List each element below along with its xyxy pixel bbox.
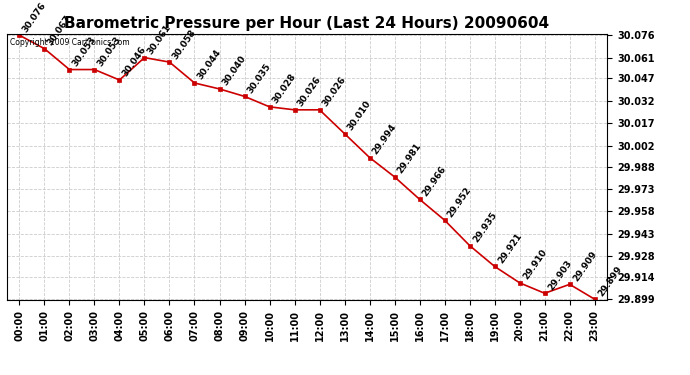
Text: 30.028: 30.028 bbox=[271, 72, 298, 105]
Text: Copyright 2009 Cartronics.com: Copyright 2009 Cartronics.com bbox=[10, 38, 130, 47]
Text: 30.026: 30.026 bbox=[296, 75, 323, 108]
Text: 29.935: 29.935 bbox=[471, 210, 498, 244]
Text: 30.044: 30.044 bbox=[196, 48, 223, 82]
Text: 29.899: 29.899 bbox=[596, 264, 624, 298]
Text: 30.010: 30.010 bbox=[346, 99, 373, 132]
Text: 29.910: 29.910 bbox=[521, 248, 549, 282]
Text: 30.058: 30.058 bbox=[171, 27, 198, 61]
Text: 30.040: 30.040 bbox=[221, 54, 248, 87]
Title: Barometric Pressure per Hour (Last 24 Hours) 20090604: Barometric Pressure per Hour (Last 24 Ho… bbox=[64, 16, 550, 31]
Text: 30.026: 30.026 bbox=[321, 75, 348, 108]
Text: 29.909: 29.909 bbox=[571, 249, 598, 283]
Text: 29.966: 29.966 bbox=[421, 164, 448, 198]
Text: 30.053: 30.053 bbox=[71, 35, 98, 68]
Text: 29.903: 29.903 bbox=[546, 258, 573, 292]
Text: 29.952: 29.952 bbox=[446, 185, 473, 219]
Text: 29.994: 29.994 bbox=[371, 122, 399, 156]
Text: 30.046: 30.046 bbox=[121, 45, 148, 79]
Text: 30.067: 30.067 bbox=[46, 14, 73, 47]
Text: 30.053: 30.053 bbox=[96, 35, 123, 68]
Text: 29.921: 29.921 bbox=[496, 231, 524, 265]
Text: 30.061: 30.061 bbox=[146, 23, 173, 56]
Text: 29.981: 29.981 bbox=[396, 142, 424, 176]
Text: 30.035: 30.035 bbox=[246, 62, 273, 95]
Text: 30.076: 30.076 bbox=[21, 0, 48, 34]
